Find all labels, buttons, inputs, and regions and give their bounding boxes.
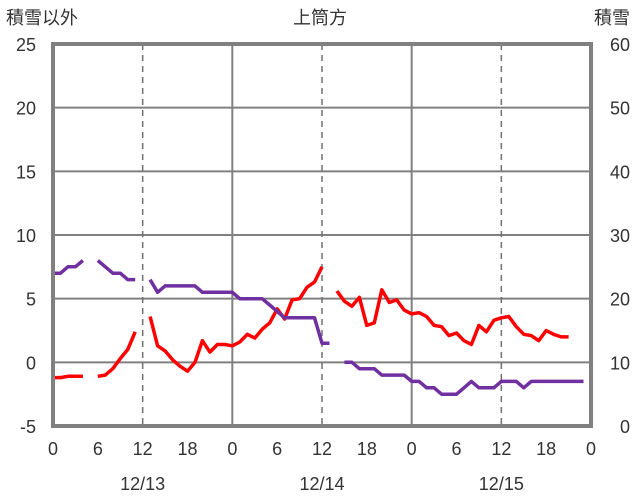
date-label: 12/13 bbox=[120, 474, 165, 494]
date-label: 12/14 bbox=[299, 474, 344, 494]
x-tick-label: 12 bbox=[491, 439, 511, 459]
series-2-line-segment-1 bbox=[53, 259, 85, 275]
left-y-tick-label: 10 bbox=[16, 226, 36, 246]
series-1-line-segment-2 bbox=[97, 331, 137, 379]
x-tick-label: 12 bbox=[312, 439, 332, 459]
right-y-tick-label: 60 bbox=[610, 35, 630, 55]
x-tick-label: 12 bbox=[133, 439, 153, 459]
series-2-line-segment-4 bbox=[344, 360, 584, 396]
grid bbox=[53, 44, 591, 426]
series-2-line-segment-2 bbox=[96, 259, 136, 282]
right-y-tick-label: 30 bbox=[610, 226, 630, 246]
left-y-tick-label: 0 bbox=[26, 353, 36, 373]
x-tick-label: 18 bbox=[536, 439, 556, 459]
x-tick-label: 0 bbox=[407, 439, 417, 459]
x-tick-label: 6 bbox=[272, 439, 282, 459]
right-y-tick-label: 40 bbox=[610, 162, 630, 182]
right-y-tick-label: 20 bbox=[610, 290, 630, 310]
x-tick-label: 0 bbox=[48, 439, 58, 459]
series-2-line-segment-3 bbox=[148, 278, 330, 345]
plot-frame bbox=[51, 42, 593, 428]
series-1-line-segment-3 bbox=[148, 266, 324, 373]
date-label: 12/15 bbox=[479, 474, 524, 494]
left-y-tick-label: -5 bbox=[20, 417, 36, 437]
x-tick-label: 0 bbox=[586, 439, 596, 459]
chart-title: 上筒方 bbox=[293, 8, 347, 28]
series-1-line-segment-1 bbox=[53, 374, 83, 380]
left-y-tick-label: 5 bbox=[26, 290, 36, 310]
x-tick-label: 18 bbox=[177, 439, 197, 459]
right-y-tick-label: 10 bbox=[610, 353, 630, 373]
right-y-tick-label: 0 bbox=[620, 417, 630, 437]
left-y-tick-label: 15 bbox=[16, 162, 36, 182]
x-tick-label: 18 bbox=[357, 439, 377, 459]
series-group bbox=[53, 259, 584, 396]
left-axis-label: 積雪以外 bbox=[6, 8, 78, 28]
left-y-tick-label: 25 bbox=[16, 35, 36, 55]
left-y-tick-label: 20 bbox=[16, 99, 36, 119]
x-tick-label: 0 bbox=[227, 439, 237, 459]
right-y-tick-label: 50 bbox=[610, 99, 630, 119]
right-axis-label: 積雪 bbox=[594, 8, 630, 28]
series-1-line-segment-4 bbox=[335, 288, 569, 347]
x-tick-label: 6 bbox=[451, 439, 461, 459]
x-tick-label: 6 bbox=[93, 439, 103, 459]
